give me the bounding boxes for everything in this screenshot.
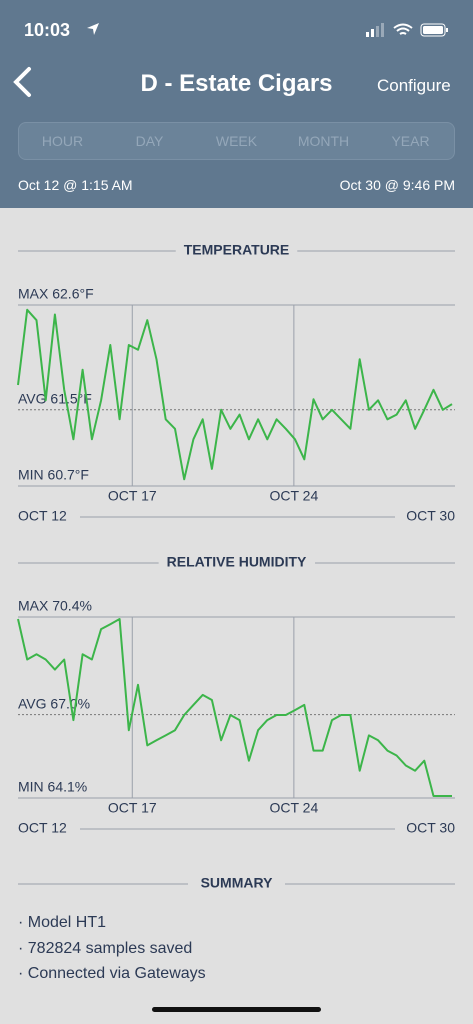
title-bg	[158, 551, 316, 575]
title: D - Estate Cigars	[140, 70, 333, 97]
tab-bar: HOUR DAY WEEK MONTH YEAR	[18, 122, 455, 160]
x-tick-label: OCT 24	[269, 488, 318, 504]
range-start: OCT 12	[18, 820, 67, 836]
range-end: OCT 30	[406, 508, 455, 524]
summary-item: · Connected via Gateways	[18, 965, 206, 982]
title-bg	[188, 872, 285, 896]
chart-title: TEMPERATURE	[184, 242, 290, 258]
y-tick-label: AVG 67.0%	[18, 695, 90, 711]
data-line	[17, 308, 453, 481]
y-tick-label: AVG 61.5°F	[18, 390, 92, 406]
x-tick-label: OCT 17	[108, 488, 157, 504]
tab[interactable]: HOUR	[41, 133, 84, 149]
home-indicator	[152, 1007, 321, 1012]
title-bg	[175, 239, 298, 263]
data-line	[17, 618, 452, 797]
humidity-chart: RELATIVE HUMIDITY OCT 17 OCT 24 MIN 64.1% AV…	[17, 551, 455, 836]
y-tick-label: MIN 60.7°F	[18, 467, 89, 483]
range-start: OCT 12	[18, 508, 67, 524]
y-tick-label: MIN 64.1%	[18, 779, 87, 795]
summary-heading: SUMMARY	[18, 872, 455, 896]
summary-title: SUMMARY	[201, 875, 273, 891]
range-end: OCT 30	[406, 820, 455, 836]
summary-item: · 782824 samples saved	[18, 939, 193, 957]
start-date: Oct 12 @ 1:15 AM	[18, 177, 133, 193]
temperature-chart: TEMPERATURE OCT 17 OCT 24 MIN 60.7°F AVG 61.…	[17, 239, 455, 524]
status-icons	[366, 23, 448, 37]
tab[interactable]: WEEK	[215, 133, 258, 149]
location-icon	[87, 23, 99, 35]
status-time: 10:03	[24, 20, 71, 40]
header-area: 10:03 D - Estate Cigars Configure HOUR DA…	[0, 0, 473, 208]
x-tick-label: OCT 17	[108, 800, 157, 816]
tab[interactable]: DAY	[135, 133, 164, 149]
summary-item: · Model HT1	[18, 914, 107, 931]
chart-title: RELATIVE HUMIDITY	[167, 554, 307, 570]
configure-button[interactable]: Configure	[377, 76, 451, 95]
tab[interactable]: YEAR	[391, 133, 430, 149]
x-tick-label: OCT 24	[269, 800, 318, 816]
end-date: Oct 30 @ 9:46 PM	[339, 177, 455, 193]
y-tick-label: MAX 62.6°F	[18, 286, 94, 302]
y-tick-label: MAX 70.4%	[18, 598, 92, 614]
tab[interactable]: MONTH	[297, 133, 350, 149]
back-button[interactable]	[10, 66, 34, 98]
